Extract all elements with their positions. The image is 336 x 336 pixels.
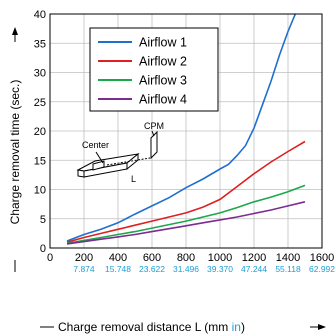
bar-side-face: [126, 152, 139, 171]
y-tick-labels: 0 5 10 15 20 25 30 35 40: [34, 9, 46, 255]
x-tick-label-inches: 39.370: [207, 264, 233, 274]
x-tick-label: 0: [47, 252, 53, 264]
series-line-1: [66, 14, 297, 242]
y-tick-label: 0: [40, 243, 46, 255]
x-tick-label-inches: 15.748: [105, 264, 131, 274]
distance-dim-line: [106, 157, 151, 166]
x-axis-label: Charge removal distance L (mm in): [58, 320, 245, 334]
x-tick-label-inches: 7.874: [73, 264, 95, 274]
y-tick-label: 5: [40, 214, 46, 226]
cpm-label: CPM: [144, 121, 164, 131]
cpm-plate: [150, 130, 158, 160]
y-tick-label: 30: [34, 68, 46, 80]
plot-frame: [49, 13, 323, 249]
legend-label-3: Airflow 3: [139, 74, 187, 88]
x-tick-label: 1200: [242, 252, 266, 264]
cpm-leader-line: [151, 130, 155, 137]
y-tick-label: 35: [34, 38, 46, 50]
series-line-2: [66, 140, 306, 243]
x-tick-label: 1600: [310, 252, 334, 264]
series-line-3: [66, 184, 306, 245]
x-tick-label-inches: 23.622: [139, 264, 165, 274]
y-tick-label: 10: [34, 185, 46, 197]
y-tick-label: 40: [34, 9, 46, 21]
x-tick-label: 600: [143, 252, 161, 264]
series-lines: [66, 14, 306, 245]
x-tick-label: 800: [177, 252, 195, 264]
y-tick-label: 25: [34, 97, 46, 109]
x-tick-labels-inches: 7.874 15.748 23.622 31.496 39.370 47.244 55.11…: [73, 264, 335, 274]
legend-label-1: Airflow 1: [139, 36, 187, 50]
x-tick-labels: 0 200 400 600 800 1000 1200 1400 1600: [47, 252, 334, 264]
legend-label-4: Airflow 4: [139, 93, 187, 107]
legend-label-2: Airflow 2: [139, 55, 187, 69]
inset-diagram: [76, 130, 158, 178]
x-tick-label: 1000: [208, 252, 232, 264]
x-axis-title: Charge removal distance L (mm in): [40, 320, 326, 334]
x-tick-label-inches: 55.118: [275, 264, 301, 274]
x-tick-label-inches: 62.992: [309, 264, 335, 274]
x-tick-label: 1400: [276, 252, 300, 264]
x-tick-label: 200: [75, 252, 93, 264]
x-tick-label: 400: [109, 252, 127, 264]
y-axis-title: Charge removal time (sec.): [8, 27, 22, 272]
x-tick-label-inches: 47.244: [241, 264, 267, 274]
x-tick-label-inches: 31.496: [173, 264, 199, 274]
center-label: Center: [82, 140, 109, 150]
legend: Airflow 1 Airflow 2 Airflow 3 Airflow 4: [89, 27, 219, 112]
y-axis-label: Charge removal time (sec.): [8, 80, 22, 225]
center-block: [92, 160, 105, 171]
y-tick-label: 15: [34, 155, 46, 167]
distance-label: L: [131, 174, 136, 184]
series-line-4: [66, 201, 306, 245]
bar-end-face: [77, 169, 85, 178]
center-leader-line: [95, 151, 104, 164]
y-tick-label: 20: [34, 126, 46, 138]
